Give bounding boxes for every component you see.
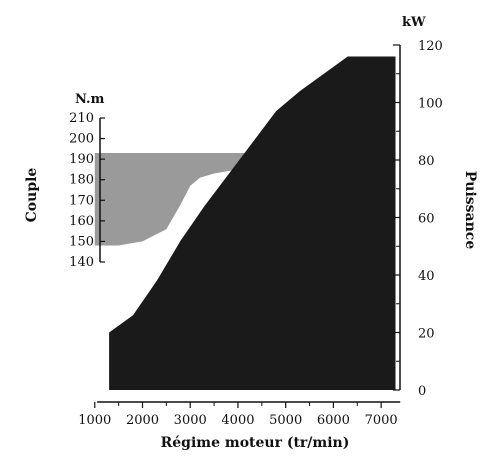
torque-tick-label: 170 xyxy=(69,193,94,208)
rpm-tick-label: 7000 xyxy=(365,413,398,428)
rpm-tick-label: 4000 xyxy=(221,413,254,428)
power-tick-label: 0 xyxy=(418,384,426,399)
torque-tick-label: 160 xyxy=(69,214,94,229)
torque-axis: 140 150 160 170 180 190 200 210 N.m Couple xyxy=(24,92,105,270)
rpm-tick-label: 3000 xyxy=(174,413,207,428)
torque-tick-label: 150 xyxy=(69,234,94,249)
rpm-axis-title: Régime moteur (tr/min) xyxy=(161,435,350,451)
power-tick-label: 40 xyxy=(418,269,435,284)
power-tick-label: 60 xyxy=(418,212,435,227)
rpm-tick-label: 2000 xyxy=(126,413,159,428)
rpm-ticks: 1000 2000 3000 4000 5000 6000 7000 xyxy=(78,402,398,428)
power-tick-label: 100 xyxy=(418,97,443,112)
torque-tick-label: 180 xyxy=(69,173,94,188)
torque-tick-label: 140 xyxy=(69,255,94,270)
power-area xyxy=(109,56,396,390)
rpm-axis: 1000 2000 3000 4000 5000 6000 7000 Régime mote… xyxy=(78,401,401,451)
torque-axis-title: Couple xyxy=(24,168,40,223)
power-tick-label: 80 xyxy=(418,154,435,169)
torque-ticks: 140 150 160 170 180 190 200 210 xyxy=(69,111,105,270)
torque-tick-label: 210 xyxy=(69,111,94,126)
torque-area xyxy=(94,153,253,246)
rpm-tick-label: 6000 xyxy=(317,413,350,428)
torque-tick-label: 200 xyxy=(69,132,94,147)
power-tick-label: 20 xyxy=(418,327,435,342)
torque-unit-label: N.m xyxy=(75,92,105,107)
rpm-tick-label: 5000 xyxy=(269,413,302,428)
plot-area xyxy=(94,56,396,390)
rpm-tick-label: 1000 xyxy=(78,413,111,428)
power-axis: 0 20 40 60 80 100 120 kW Puissance xyxy=(393,15,478,399)
torque-tick-label: 190 xyxy=(69,152,94,167)
power-ticks: 0 20 40 60 80 100 120 xyxy=(393,39,443,399)
power-unit-label: kW xyxy=(402,15,426,30)
power-tick-label: 120 xyxy=(418,39,443,54)
power-axis-title: Puissance xyxy=(462,171,478,250)
